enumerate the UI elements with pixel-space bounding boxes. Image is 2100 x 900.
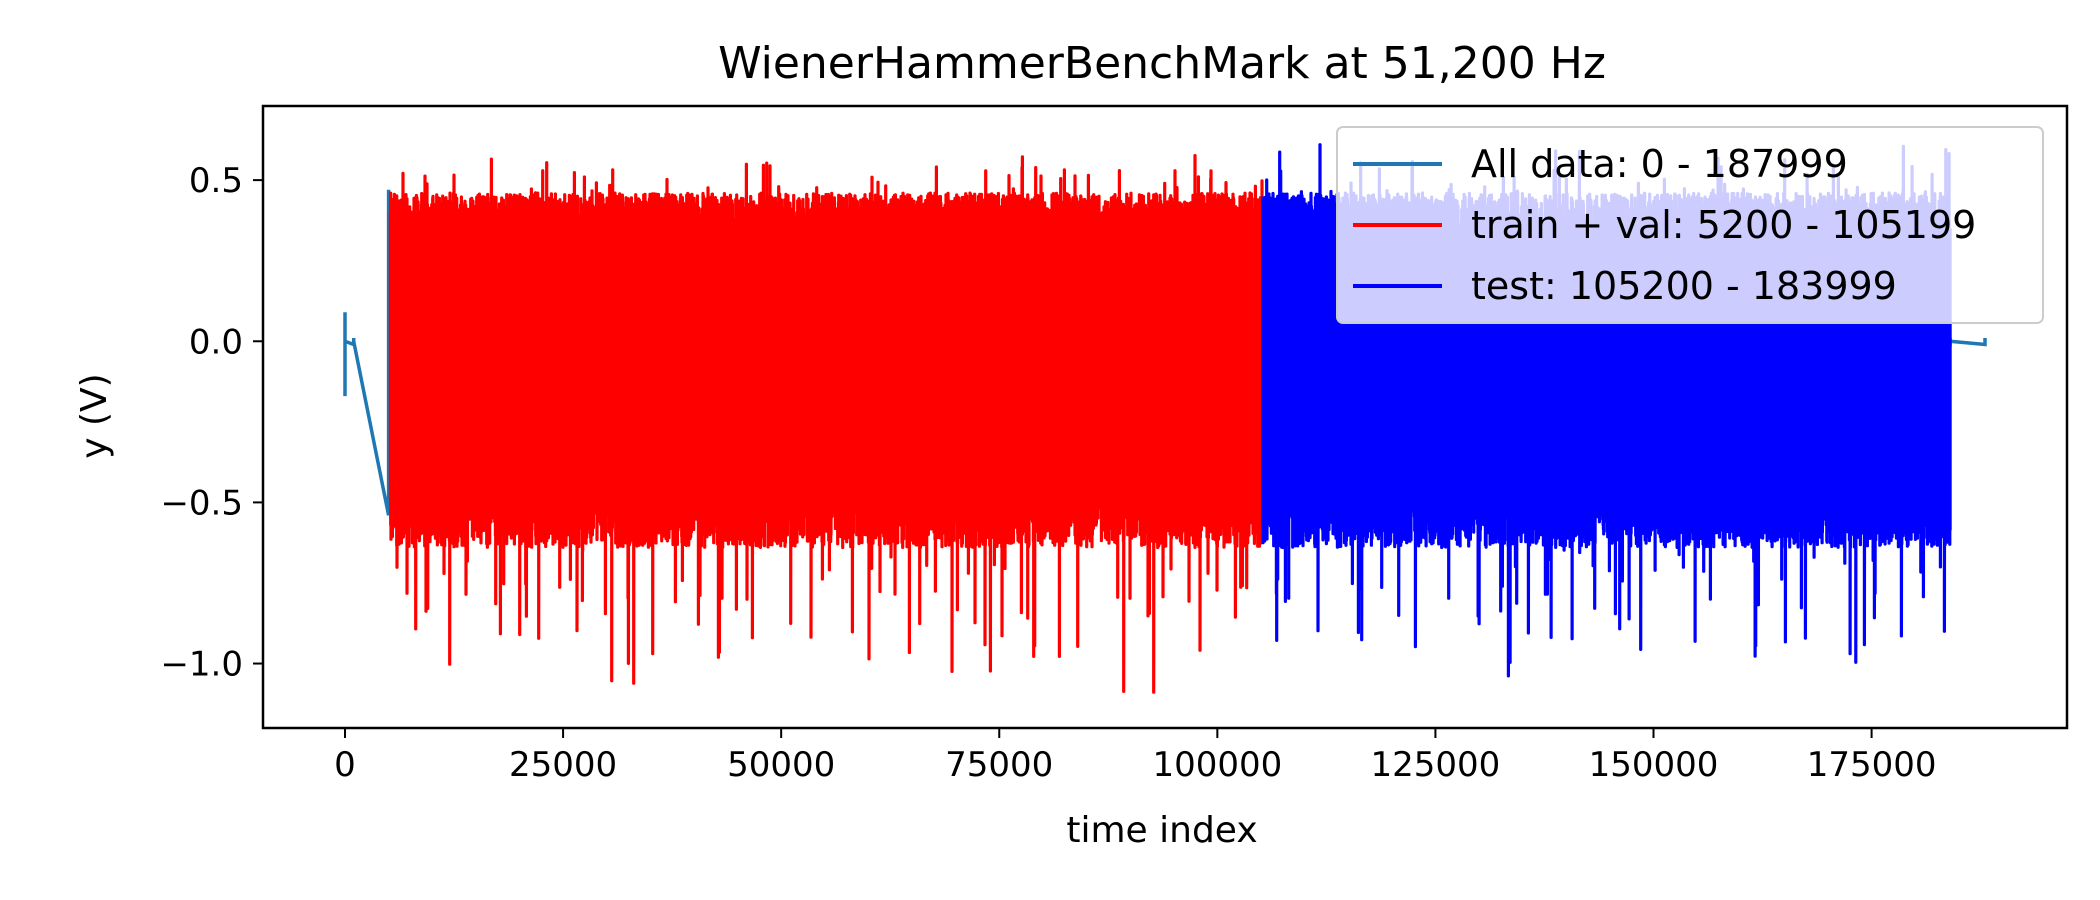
- x-tick-label: 100000: [1152, 745, 1282, 785]
- x-tick-label: 75000: [945, 745, 1053, 785]
- y-axis: 0.5 0.0 −0.5 −1.0: [160, 161, 263, 685]
- legend-entry-label: All data: 0 - 187999: [1471, 142, 1848, 186]
- y-tick-label: −0.5: [160, 483, 243, 523]
- axes-frame: [261, 104, 2069, 730]
- chart-title: WienerHammerBenchMark at 51,200 Hz: [718, 38, 1606, 89]
- series-layer: [343, 143, 1987, 694]
- x-tick-label: 150000: [1589, 745, 1719, 785]
- x-tick-label: 0: [334, 745, 356, 785]
- y-tick-label: 0.5: [189, 161, 243, 201]
- series-line-test: [1261, 143, 1952, 678]
- legend-entry-label: test: 105200 - 183999: [1471, 264, 1897, 308]
- legend-box: [1336, 126, 2044, 324]
- series-line-train-val: [388, 154, 1265, 694]
- legend-entry-label: train + val: 5200 - 105199: [1471, 203, 1976, 247]
- x-axis-label: time index: [1066, 810, 1257, 851]
- x-tick-label: 50000: [727, 745, 835, 785]
- y-tick-label: −1.0: [160, 645, 243, 685]
- series-line-all-data: [343, 189, 1987, 516]
- x-axis: 0 25000 50000 75000 100000 125000 150000 175000: [334, 728, 1936, 785]
- x-tick-label: 175000: [1807, 745, 1937, 785]
- x-tick-label: 25000: [509, 745, 617, 785]
- y-axis-label: y (V): [74, 373, 115, 458]
- legend: All data: 0 - 187999 train + val: 5200 - …: [1336, 126, 2044, 324]
- x-tick-label: 125000: [1371, 745, 1501, 785]
- y-tick-label: 0.0: [189, 322, 243, 362]
